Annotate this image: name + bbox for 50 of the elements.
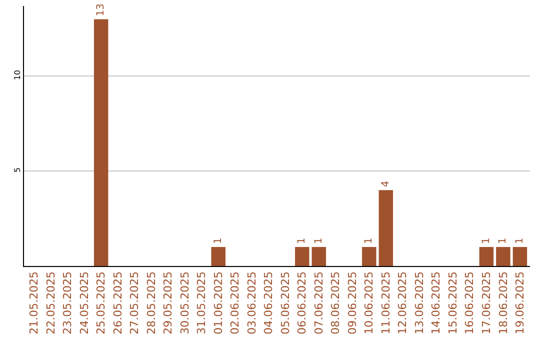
x-tick-label: 13.06.2025 — [412, 271, 426, 334]
x-tick-label: 18.06.2025 — [496, 271, 510, 334]
x-tick-label: 19.06.2025 — [514, 271, 527, 334]
data-label: 13 — [96, 4, 107, 16]
x-tick-label: 06.06.2025 — [296, 271, 309, 334]
x-tick-label: 14.06.2025 — [430, 271, 443, 334]
bar — [512, 247, 528, 266]
x-tick-label: 28.05.2025 — [144, 271, 158, 334]
x-tick-label: 01.06.2025 — [212, 271, 225, 334]
x-tick-label: 04.06.2025 — [262, 271, 276, 334]
x-tick-label: 31.05.2025 — [195, 271, 208, 334]
data-label: 1 — [480, 238, 492, 244]
y-tick-label: 5 — [12, 167, 22, 172]
x-tick-label: 12.06.2025 — [396, 271, 410, 334]
data-label: 1 — [313, 238, 324, 244]
bar — [94, 19, 108, 266]
x-tick-label: 11.06.2025 — [379, 271, 392, 334]
bar — [211, 247, 226, 266]
data-label: 1 — [212, 238, 224, 244]
bar — [496, 247, 510, 266]
x-tick-label: 26.05.2025 — [111, 271, 124, 334]
x-tick-label: 23.05.2025 — [61, 271, 74, 334]
x-tick-label: 03.06.2025 — [245, 271, 258, 334]
bar — [378, 190, 394, 266]
bar — [479, 247, 494, 266]
bar — [312, 247, 326, 266]
x-tick-label: 10.06.2025 — [362, 271, 376, 334]
data-label: 4 — [380, 180, 392, 188]
x-tick-label: 08.06.2025 — [329, 271, 342, 334]
x-tick-label: 30.05.2025 — [178, 271, 192, 334]
x-tick-label: 15.06.2025 — [446, 271, 460, 334]
x-tick-label: 09.06.2025 — [346, 271, 359, 334]
bar — [295, 247, 310, 266]
data-label: 1 — [364, 238, 375, 244]
x-tick-label: 27.05.2025 — [128, 271, 142, 334]
x-tick-label: 25.05.2025 — [94, 271, 108, 334]
data-label: 1 — [514, 238, 526, 244]
x-tick-label: 16.06.2025 — [463, 271, 476, 334]
x-tick-label: 29.05.2025 — [162, 271, 175, 334]
x-tick-label: 24.05.2025 — [78, 271, 91, 334]
x-tick-label: 07.06.2025 — [312, 271, 326, 334]
x-tick-label: 21.05.2025 — [28, 271, 41, 334]
x-tick-label: 05.06.2025 — [278, 271, 292, 334]
data-label: 1 — [498, 238, 509, 244]
data-label: 1 — [296, 238, 308, 244]
y-tick-label: 10 — [12, 70, 22, 80]
x-tick-label: 02.06.2025 — [228, 271, 242, 334]
x-tick-label: 22.05.2025 — [44, 271, 58, 334]
x-tick-label: 17.06.2025 — [480, 271, 494, 334]
bar — [362, 247, 376, 266]
